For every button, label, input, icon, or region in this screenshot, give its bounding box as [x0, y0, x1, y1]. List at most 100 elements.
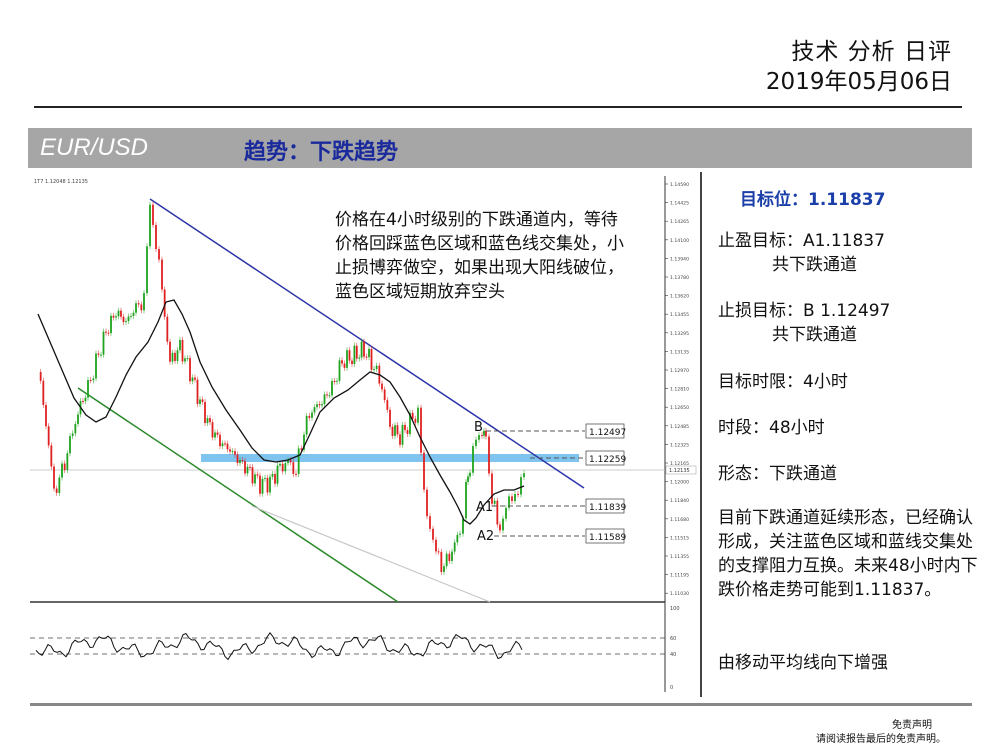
candle-body [323, 394, 326, 405]
candle-body [453, 542, 456, 552]
candle-body [472, 446, 474, 473]
candle-body [514, 493, 516, 502]
candle-body [135, 303, 137, 313]
candle-body [373, 369, 375, 371]
candle-body [318, 404, 321, 406]
osc-tick-label: 60 [670, 636, 676, 642]
candle-body [231, 451, 234, 453]
candle-body [333, 380, 336, 382]
candle-body [341, 360, 343, 364]
candle-body [61, 463, 63, 478]
candle-body [186, 358, 189, 360]
candle-body [448, 553, 451, 561]
chart-pattern: 形态：下跌通道 [718, 464, 837, 484]
candle-body [158, 249, 160, 260]
candle-body [276, 465, 279, 484]
candle-body [39, 372, 42, 381]
candle-body [241, 460, 244, 462]
axis-tick-label: 1.14265 [670, 219, 689, 225]
candle-body [394, 425, 396, 436]
candle-body [502, 518, 504, 531]
axis-tick-label: 1.13295 [670, 331, 689, 337]
take-profit-sub: 共下跌通道 [772, 255, 857, 275]
candle-body [137, 303, 140, 305]
reinforcement-note: 由移动平均线向下增强 [718, 653, 888, 673]
sidebar-divider [700, 172, 702, 697]
candle-body [295, 473, 297, 475]
candle-body [166, 316, 169, 342]
candle-body [221, 443, 224, 447]
analysis-description: 目前下跌通道延续形态，已经确认形成，关注蓝色区域和蓝线交集处的支撑阻力互换。未来… [718, 508, 978, 600]
channel-lower-line [77, 387, 399, 603]
candle-body [338, 360, 341, 381]
candle-body [239, 460, 241, 463]
candle-body [84, 397, 87, 402]
candle-body [331, 380, 333, 396]
candle-body [370, 348, 373, 370]
candle-body [365, 356, 368, 358]
candle-body [401, 424, 404, 445]
candle-body [351, 360, 353, 365]
candle-body [355, 345, 358, 359]
candle-body [149, 204, 151, 247]
footer-divider [30, 703, 972, 706]
candle-body [343, 363, 346, 368]
current-price-value: 1.12135 [669, 468, 690, 474]
candle-body [303, 434, 305, 450]
candle-body [289, 460, 292, 463]
candle-body [386, 400, 389, 410]
axis-tick-label: 1.11355 [670, 554, 689, 560]
candle-body [97, 353, 100, 355]
candle-body [274, 474, 276, 484]
candle-body [440, 551, 443, 572]
axis-tick-label: 1.14100 [670, 238, 689, 244]
candle-body [266, 477, 269, 493]
candle-body [435, 539, 437, 552]
candle-body [161, 259, 163, 290]
candle-body [107, 332, 110, 334]
label-box-b [585, 423, 625, 439]
candle-body [236, 454, 239, 463]
candle-body [102, 331, 105, 355]
candle-body [297, 448, 300, 475]
candle-body [326, 394, 328, 396]
candle-body [271, 474, 274, 477]
candle-body [105, 331, 107, 333]
candle-body [206, 418, 209, 424]
candle-body [426, 489, 428, 517]
candle-body [261, 478, 264, 494]
axis-tick-label: 1.11840 [670, 498, 689, 504]
candle-body [69, 436, 71, 454]
axis-tick-label: 1.13620 [670, 294, 689, 300]
candle-body [256, 474, 259, 476]
candle-body [316, 404, 318, 408]
candle-body [163, 289, 166, 317]
candle-body [462, 518, 464, 534]
candle-body [493, 500, 496, 504]
candle-body [204, 401, 206, 424]
moving-average-line [37, 299, 525, 525]
candle-body [358, 357, 361, 359]
analysis-note: 价格在4小时级别的下跌通道内，等待价格回踩蓝色区域和蓝色线交集处，小止损博弈做空… [335, 210, 624, 302]
candle-body [100, 354, 102, 356]
candle-body [191, 377, 194, 382]
label-price-a2: 1.11589 [589, 533, 626, 543]
header-divider [34, 106, 962, 108]
candle-body [269, 476, 271, 493]
candle-body [234, 451, 236, 455]
axis-tick-label: 1.12325 [670, 442, 689, 448]
take-profit: 止盈目标：A1.11837 [718, 231, 885, 251]
osc-tick-label: 40 [670, 652, 676, 658]
candle-body [399, 434, 401, 445]
disclaimer-title: 免责声明 [892, 720, 932, 731]
candlesticks [39, 201, 525, 575]
candle-body [74, 423, 77, 434]
candle-body [279, 463, 281, 466]
candle-body [42, 380, 45, 405]
candle-body [451, 551, 453, 561]
candle-body [300, 448, 303, 450]
candle-body [353, 345, 356, 365]
candle-body [336, 380, 338, 382]
candle-body [517, 493, 519, 495]
candle-body [112, 315, 115, 318]
